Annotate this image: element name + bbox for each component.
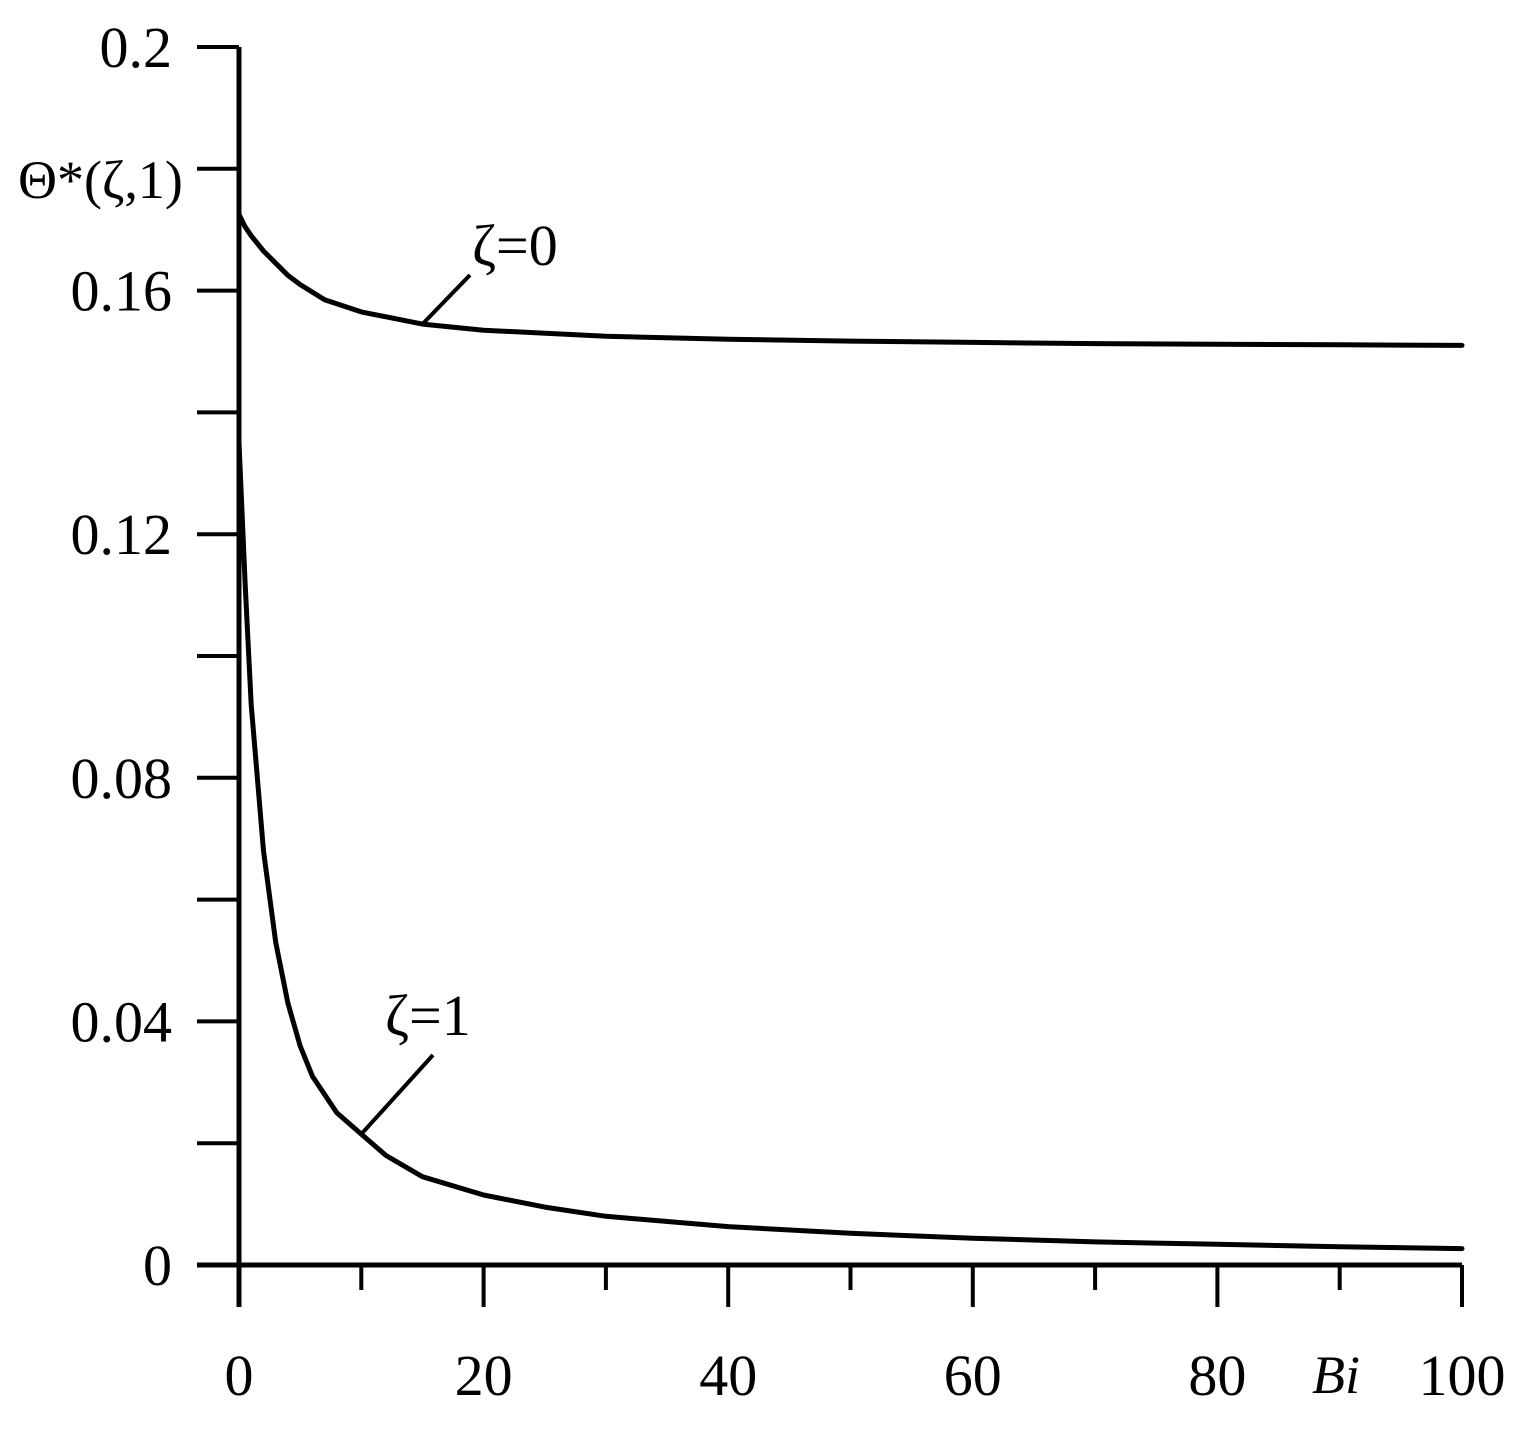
axes — [197, 47, 1462, 1307]
ticks — [197, 45, 1464, 1307]
series — [236, 212, 1465, 1252]
series-line-1 — [236, 440, 1465, 1252]
series-line-0 — [236, 212, 1465, 348]
x-tick-label: 40 — [699, 1343, 757, 1408]
y-tick-label: 0.08 — [71, 746, 173, 811]
x-axis-label: Bi — [1312, 1345, 1360, 1405]
leader-lines — [359, 273, 472, 1136]
leader-line-zeta-1 — [359, 1053, 435, 1136]
y-axis-label: Θ*(ζ,1) — [18, 150, 183, 210]
x-tick-label: 100 — [1419, 1343, 1506, 1408]
y-tick-label: 0.12 — [71, 502, 173, 567]
y-tick-label: 0.2 — [100, 15, 173, 80]
leader-line-zeta-0 — [421, 273, 472, 326]
x-tick-label: 80 — [1188, 1343, 1246, 1408]
y-tick-label: 0.04 — [71, 989, 173, 1054]
y-tick-label: 0 — [143, 1233, 172, 1298]
x-tick-label: 20 — [455, 1343, 513, 1408]
series-label-zeta-0: ζ=0 — [472, 213, 558, 278]
series-label-zeta-1: ζ=1 — [385, 983, 471, 1048]
y-tick-label: 0.16 — [71, 259, 173, 324]
x-tick-label: 60 — [944, 1343, 1002, 1408]
x-tick-label: 0 — [225, 1343, 254, 1408]
tick-labels: 0 0.04 0.08 0.12 0.16 0.2 0 20 40 60 80 100 — [71, 15, 1506, 1408]
